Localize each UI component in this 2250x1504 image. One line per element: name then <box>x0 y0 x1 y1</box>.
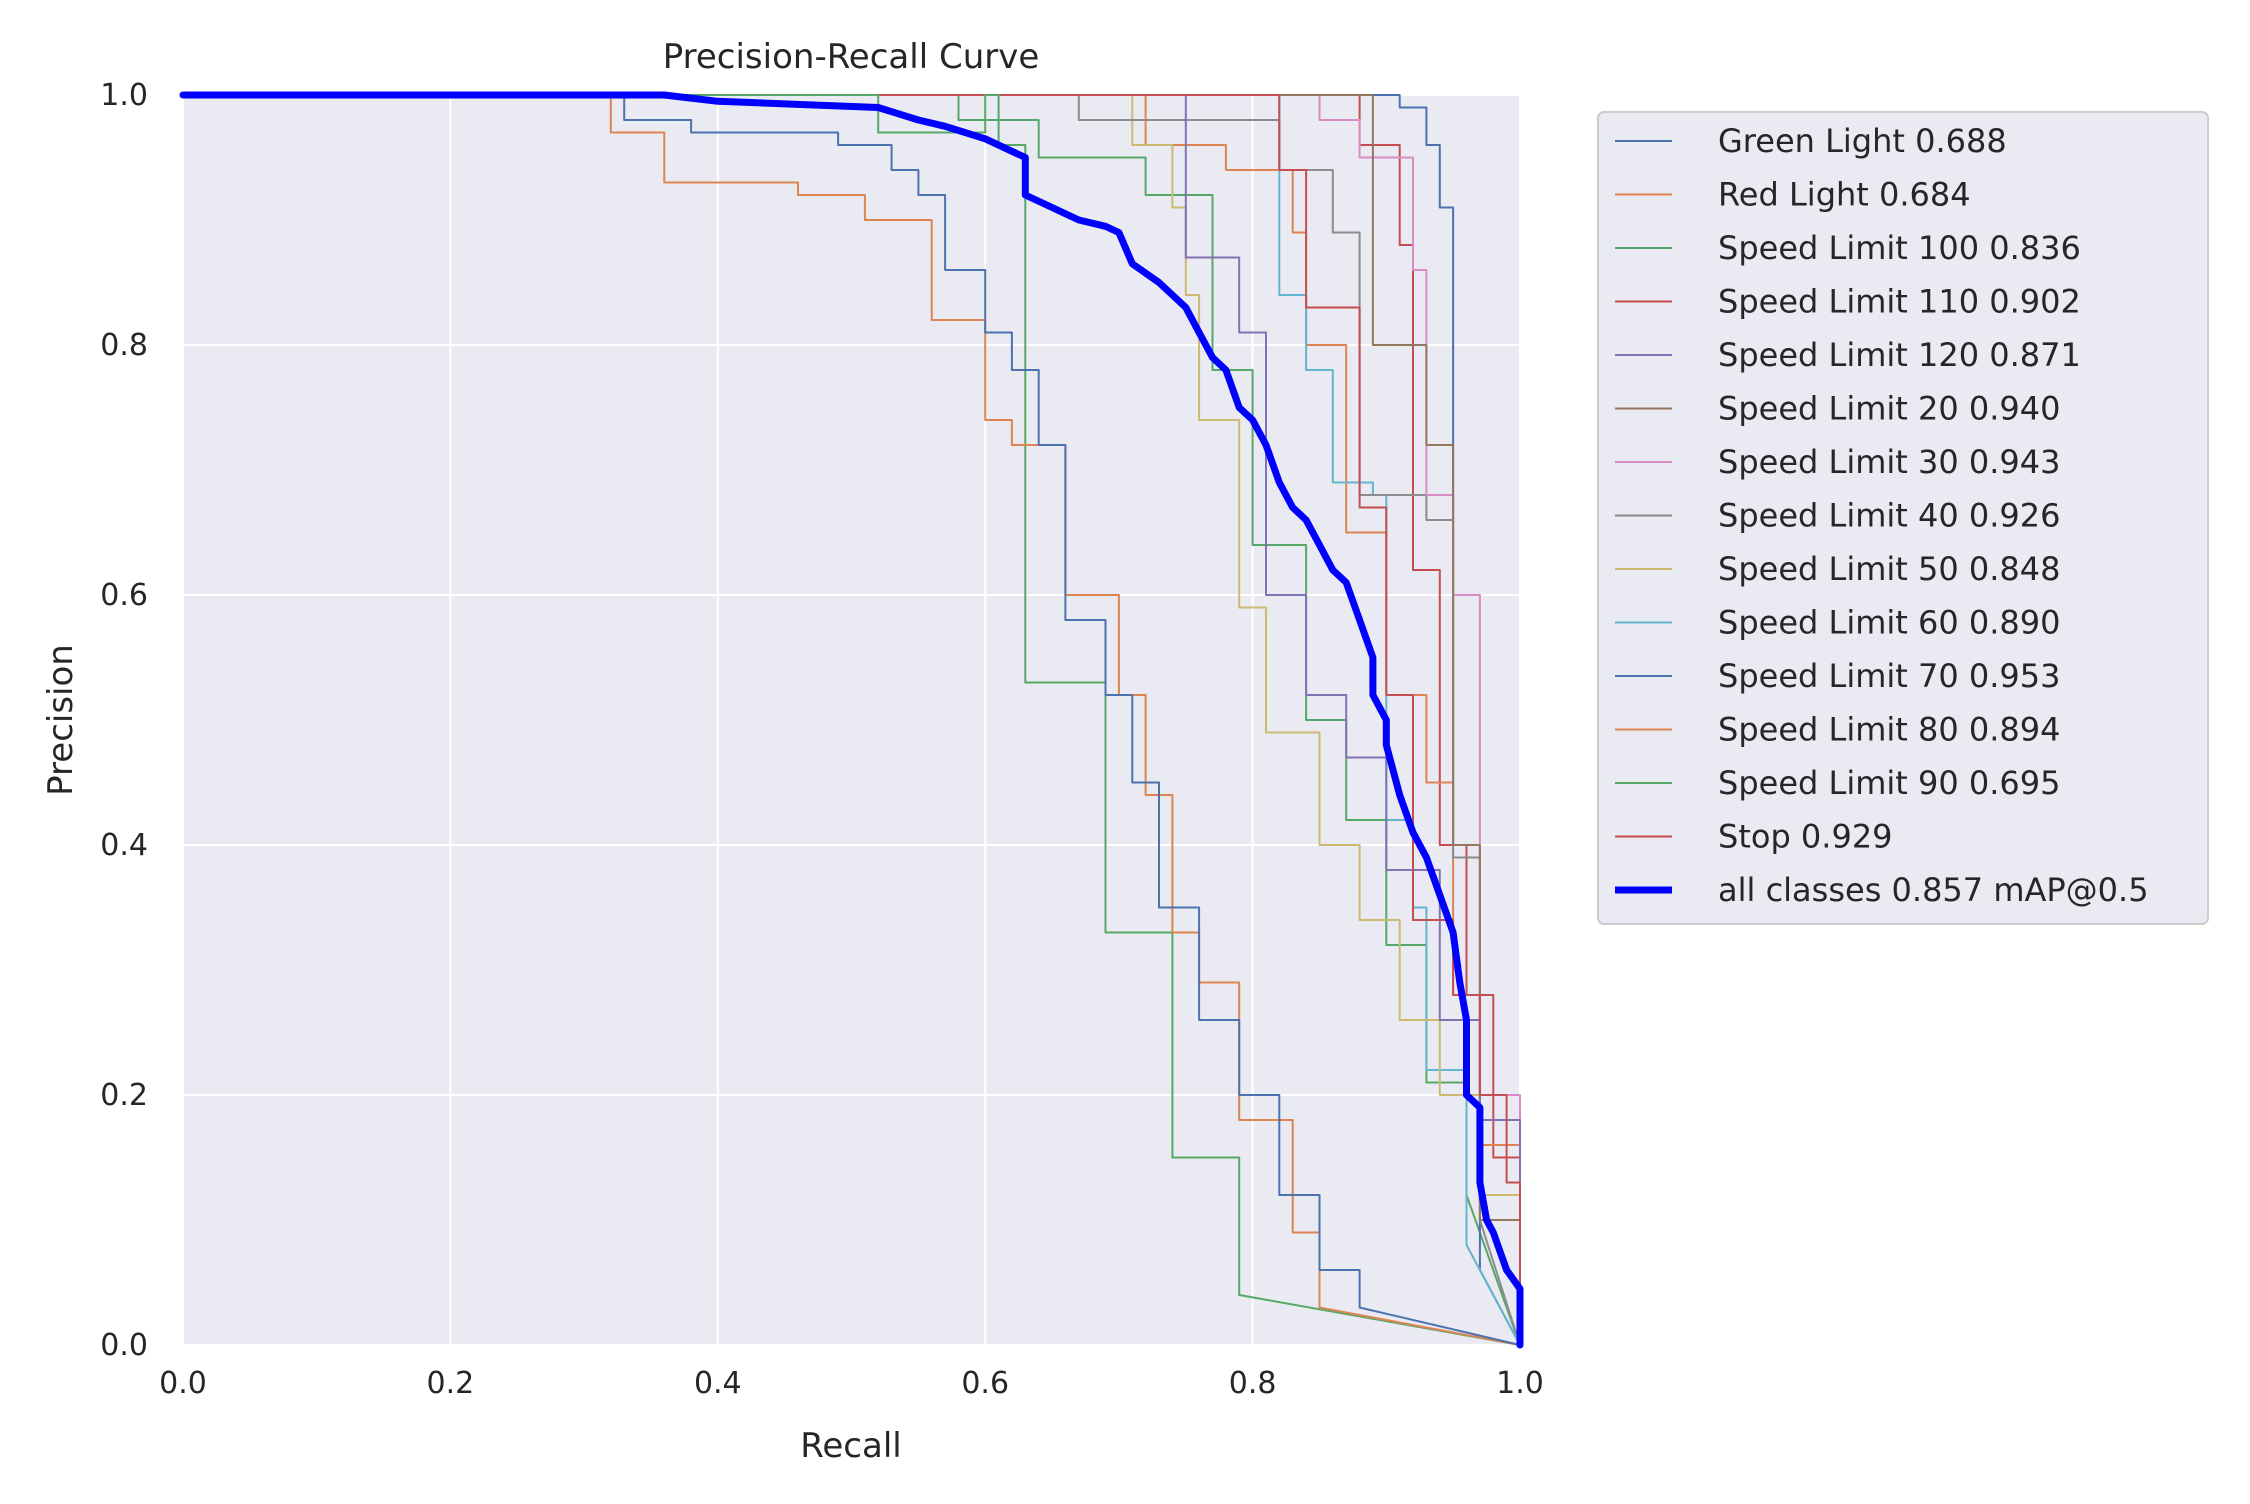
legend-label: Speed Limit 40 0.926 <box>1718 497 2060 535</box>
legend-label: Red Light 0.684 <box>1718 176 1971 214</box>
legend-label: Speed Limit 50 0.848 <box>1718 550 2060 588</box>
legend-label: Green Light 0.688 <box>1718 122 2007 160</box>
y-tick-label: 0.0 <box>100 1328 148 1363</box>
legend-label: Speed Limit 90 0.695 <box>1718 764 2060 802</box>
legend-label: Speed Limit 60 0.890 <box>1718 604 2060 642</box>
series-line-3 <box>182 94 1521 1346</box>
x-tick-label: 1.0 <box>1496 1366 1544 1401</box>
y-tick-label: 0.4 <box>100 828 148 863</box>
plot-area-background <box>183 95 1520 1345</box>
legend-label: Speed Limit 110 0.902 <box>1718 283 2081 321</box>
x-tick-label: 0.8 <box>1229 1366 1277 1401</box>
x-tick-label: 0.2 <box>427 1366 475 1401</box>
legend-label: Speed Limit 120 0.871 <box>1718 336 2081 374</box>
legend-label: Stop 0.929 <box>1718 818 1893 856</box>
y-tick-label: 0.6 <box>100 578 148 613</box>
series-line-14 <box>179 91 1524 1349</box>
series-line-5 <box>182 94 1521 1346</box>
legend-label: all classes 0.857 mAP@0.5 <box>1718 871 2149 909</box>
y-tick-label: 1.0 <box>100 78 148 113</box>
y-tick-label: 0.8 <box>100 328 148 363</box>
series-line-0 <box>182 94 1521 1346</box>
legend-label: Speed Limit 100 0.836 <box>1718 229 2081 267</box>
y-axis-label: Precision <box>41 644 81 796</box>
y-tick-label: 0.2 <box>100 1078 148 1113</box>
x-tick-label: 0.6 <box>961 1366 1009 1401</box>
legend-label: Speed Limit 80 0.894 <box>1718 711 2060 749</box>
legend-label: Speed Limit 20 0.940 <box>1718 390 2060 428</box>
x-tick-labels: 0.0 0.2 0.4 0.6 0.8 1.0 <box>159 1366 1544 1401</box>
x-tick-label: 0.4 <box>694 1366 742 1401</box>
x-tick-label: 0.0 <box>159 1366 207 1401</box>
legend-label: Speed Limit 70 0.953 <box>1718 657 2060 695</box>
y-tick-labels: 0.0 0.2 0.4 0.6 0.8 1.0 <box>100 78 148 1363</box>
series-layer <box>179 91 1524 1349</box>
legend-frame <box>1597 111 2209 925</box>
legend: Green Light 0.688 Red Light 0.684 Speed Li… <box>1597 111 2209 925</box>
series-line-2 <box>182 94 1521 1346</box>
x-axis-label: Recall <box>800 1426 901 1466</box>
chart-title: Precision-Recall Curve <box>663 37 1040 77</box>
series-line-8 <box>182 94 1521 1346</box>
legend-label: Speed Limit 30 0.943 <box>1718 443 2060 481</box>
